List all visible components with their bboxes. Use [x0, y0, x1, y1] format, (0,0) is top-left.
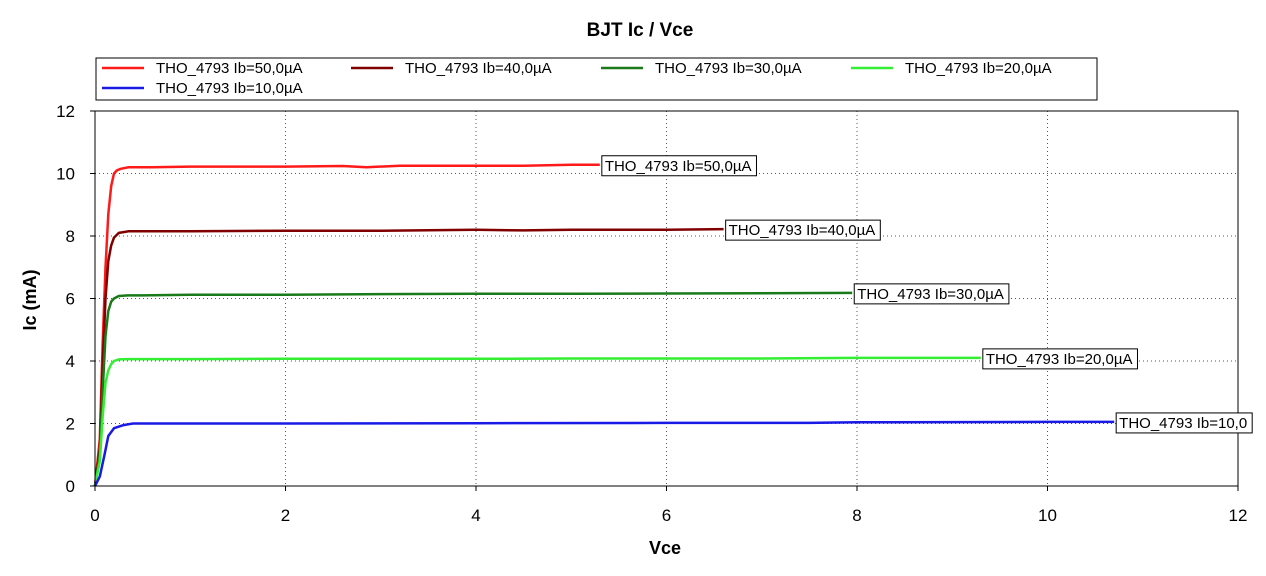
- y-tick-label-1: 2: [66, 415, 75, 434]
- series-line-4: [93, 420, 1115, 487]
- legend: THO_4793 Ib=50,0µA THO_4793 Ib=40,0µA THO_…: [102, 60, 1052, 97]
- series-annotation-label-0: THO_4793 Ib=50,0µA: [605, 158, 752, 175]
- legend-entry-2: THO_4793 Ib=30,0µA: [655, 60, 802, 77]
- x-axis-title: Vce: [649, 538, 681, 558]
- series-line-2: [93, 291, 853, 487]
- series-annotation-label-3: THO_4793 Ib=20,0µA: [986, 351, 1133, 368]
- series-annotation-label-2: THO_4793 Ib=30,0µA: [857, 286, 1004, 303]
- series-annotation-box-0: [601, 155, 757, 177]
- x-tick-label-3: 6: [662, 506, 671, 525]
- series-annotation-label-1: THO_4793 Ib=40,0µA: [729, 222, 876, 239]
- x-tick-label-0: 0: [90, 506, 99, 525]
- y-tick-label-2: 4: [66, 352, 75, 371]
- series-annotation-box-2: [853, 283, 1010, 305]
- y-tick-label-5: 10: [56, 165, 75, 184]
- series-line-0: [93, 163, 600, 487]
- series-annotation-label-4: THO_4793 Ib=10,0: [1119, 415, 1247, 432]
- series-annotation-4: THO_4793 Ib=10,0: [1115, 412, 1253, 434]
- series-line-3: [93, 356, 981, 487]
- y-tick-label-4: 8: [66, 227, 75, 246]
- legend-entry-0: THO_4793 Ib=50,0µA: [156, 60, 303, 77]
- series-annotation-1: THO_4793 Ib=40,0µA: [725, 219, 881, 241]
- series-annotation-box-1: [725, 219, 881, 241]
- series-annotation-0: THO_4793 Ib=50,0µA: [601, 155, 757, 177]
- series-line-1: [93, 227, 724, 487]
- ticks: 0 2 4 6 8 10 12 0 2 4 6 8 10 12: [56, 102, 1247, 525]
- legend-entry-3: THO_4793 Ib=20,0µA: [905, 60, 1052, 77]
- legend-entry-1: THO_4793 Ib=40,0µA: [405, 60, 552, 77]
- x-tick-label-2: 4: [471, 506, 480, 525]
- y-tick-label-0: 0: [66, 477, 75, 496]
- y-axis-title: Ic (mA): [20, 269, 40, 330]
- x-tick-label-6: 12: [1229, 506, 1248, 525]
- y-tick-label-3: 6: [66, 290, 75, 309]
- chart-title: BJT Ic / Vce: [587, 20, 694, 41]
- series-annotation-box-3: [982, 348, 1138, 370]
- legend-box: [95, 57, 1098, 101]
- x-tick-label-5: 10: [1038, 506, 1057, 525]
- annotations: THO_4793 Ib=50,0µA THO_4793 Ib=40,0µA THO_…: [601, 155, 1253, 434]
- x-tick-label-4: 8: [852, 506, 861, 525]
- series-annotation-2: THO_4793 Ib=30,0µA: [853, 283, 1010, 305]
- legend-entry-4: THO_4793 Ib=10,0µA: [156, 80, 303, 97]
- x-tick-label-1: 2: [281, 506, 290, 525]
- y-tick-label-6: 12: [56, 102, 75, 121]
- series-annotation-box-4: [1115, 412, 1253, 434]
- series-annotation-3: THO_4793 Ib=20,0µA: [982, 348, 1138, 370]
- plot-lines: [93, 163, 1115, 487]
